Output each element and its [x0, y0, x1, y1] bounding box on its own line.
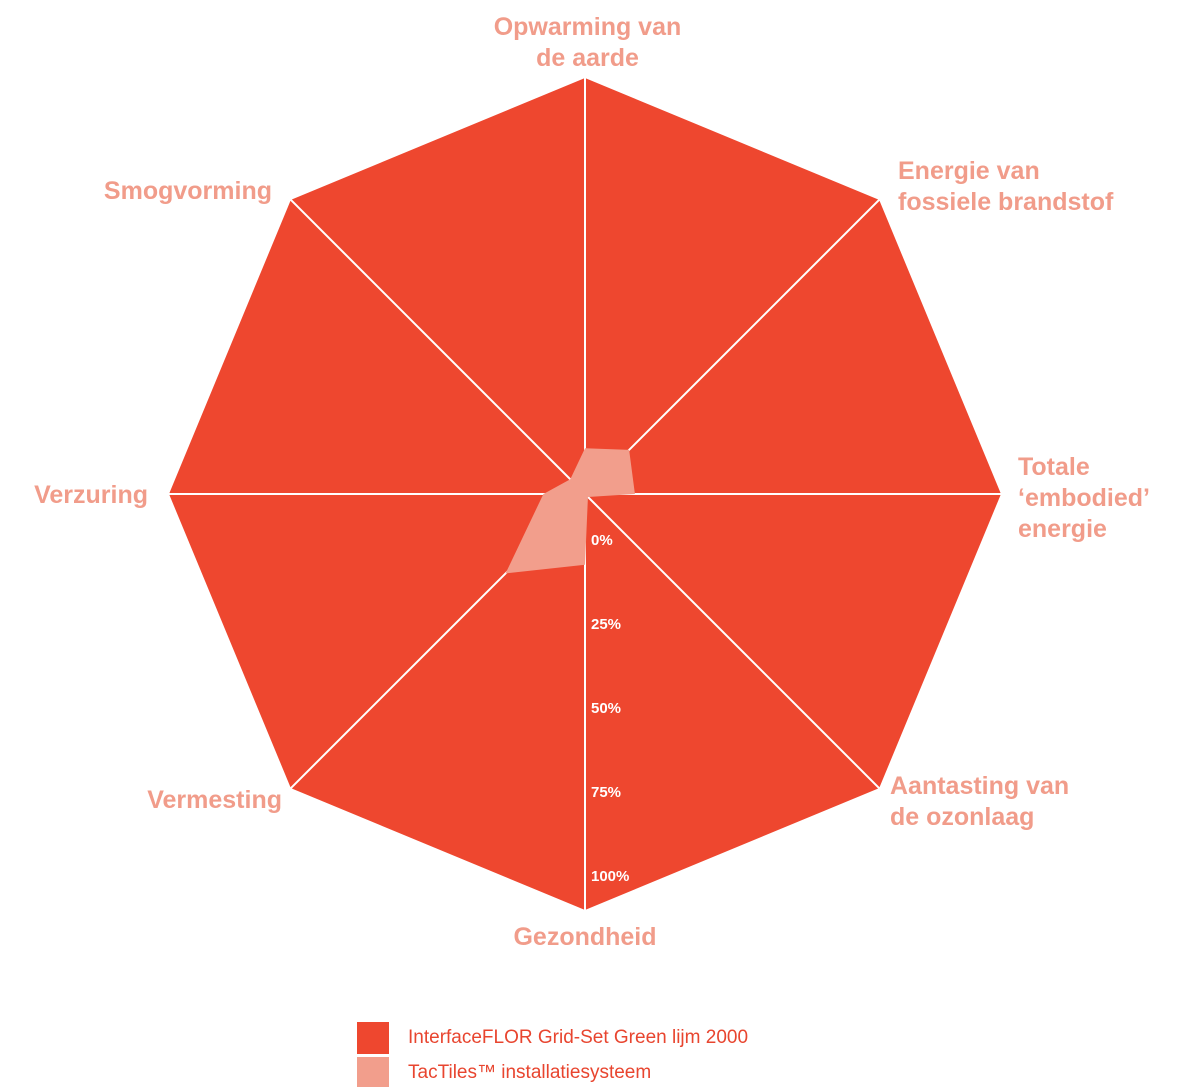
axis-label: Totale ‘embodied’ energie — [1018, 453, 1149, 543]
series-area — [505, 448, 635, 574]
axis-label: Energie van fossiele brandstof — [898, 157, 1114, 216]
legend-label: InterfaceFLOR Grid-Set Green lijm 2000 — [408, 1027, 748, 1048]
legend-label: TacTiles™ installatiesysteem — [408, 1062, 651, 1083]
r-tick-label: 0% — [591, 532, 613, 549]
r-tick-label: 25% — [591, 616, 621, 633]
r-tick-label: 50% — [591, 700, 621, 717]
axis-label: Opwarming van de aarde — [493, 13, 682, 72]
axis-label: Verzuring — [34, 481, 148, 509]
axis-spoke — [584, 199, 880, 495]
axis-spoke — [584, 493, 880, 789]
r-tick-label: 75% — [591, 784, 621, 801]
axis-label: Vermesting — [147, 786, 282, 814]
axis-label: Gezondheid — [513, 923, 657, 951]
r-tick-label: 100% — [591, 868, 629, 885]
legend-swatch — [357, 1057, 389, 1087]
legend-swatch — [357, 1022, 389, 1054]
axis-label: Aantasting van de ozonlaag — [890, 772, 1070, 831]
axis-spoke — [290, 199, 586, 495]
axis-label: Smogvorming — [103, 177, 272, 205]
